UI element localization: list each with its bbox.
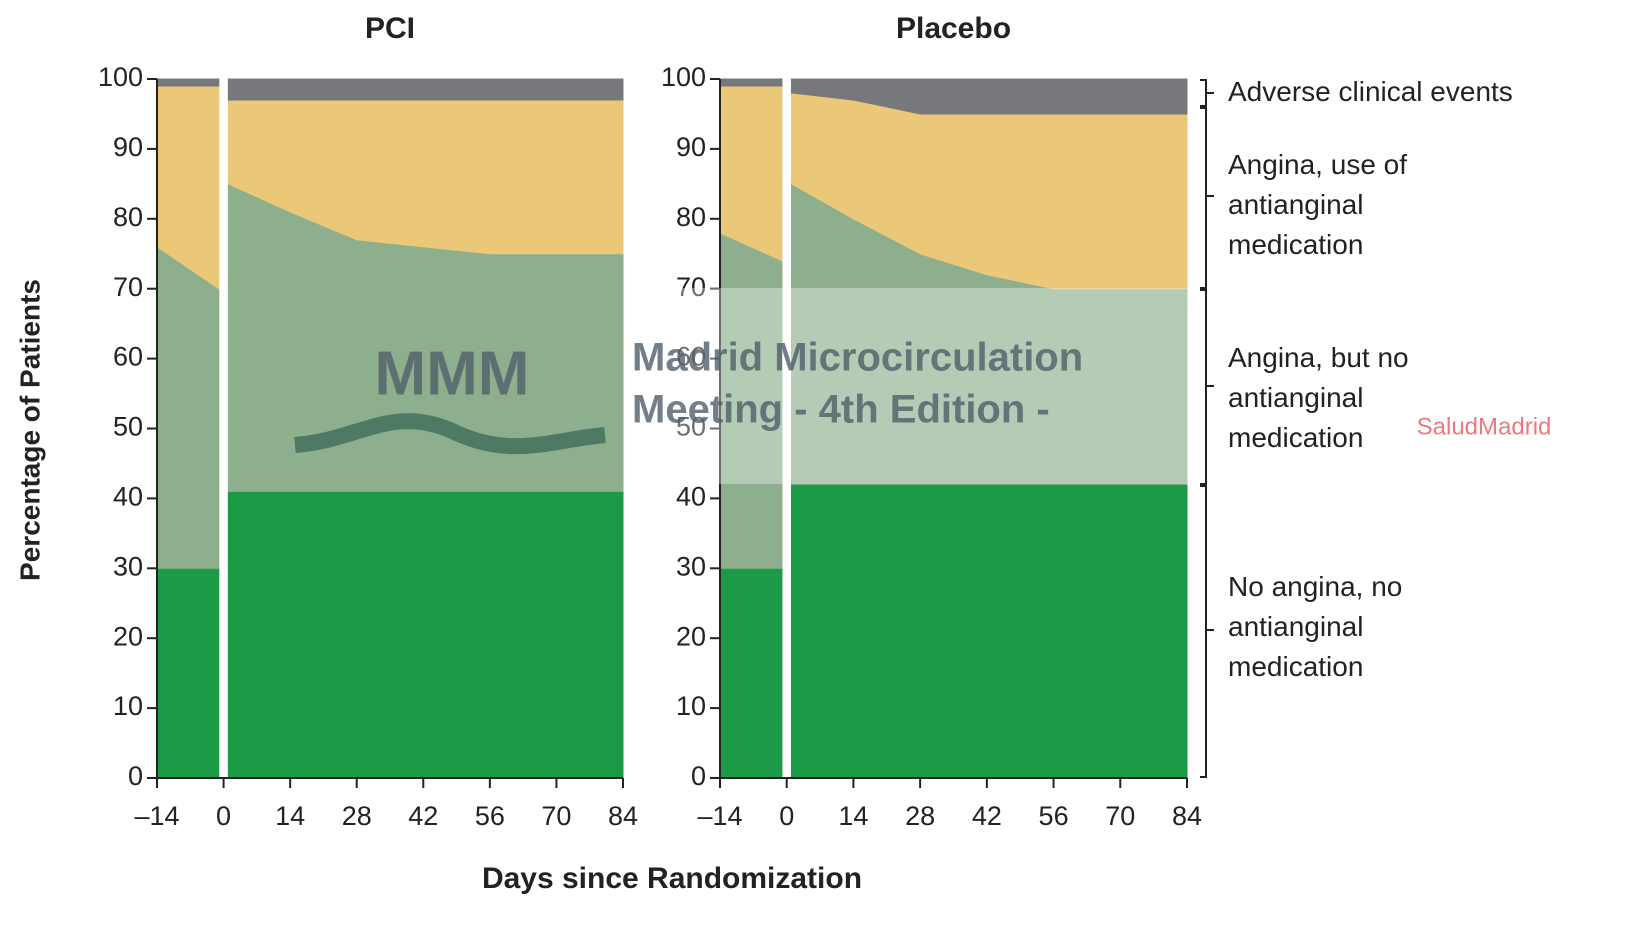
y-tick-label: 100 [661,62,706,92]
x-tick-label: 70 [541,801,571,831]
watermark: SaludMadrid [1417,413,1552,440]
y-tick-label: 0 [128,761,143,791]
x-tick-label: 84 [608,801,638,831]
x-tick-label: 14 [275,801,305,831]
y-tick-label: 30 [113,551,143,581]
area [156,78,624,101]
y-tick-label: 60 [113,342,143,372]
x-tick-label: 84 [1172,801,1202,831]
bracket [1200,289,1214,485]
y-tick-label: 80 [113,202,143,232]
watermark: MMM [375,339,530,408]
area [719,483,1188,779]
legend-entry: No angina, no antianginal medication [1228,571,1403,682]
y-tick-label: 20 [113,621,143,651]
y-tick-label: 10 [113,691,143,721]
watermark: Meeting - 4th Edition - [632,388,1050,432]
y-tick-label: 90 [676,132,706,162]
y-tick-label: 80 [676,202,706,232]
y-tick-label: 40 [113,482,143,512]
bracket [1200,79,1214,107]
x-tick-label: 28 [905,801,935,831]
watermark: Madrid Microcirculation [632,336,1083,380]
x-tick-label: 56 [475,801,505,831]
y-tick-label: 0 [691,761,706,791]
watermark-wave [294,413,606,455]
area [719,85,1188,290]
panel-title: Placebo [896,12,1011,45]
area [719,78,1188,115]
x-tick-label: –14 [134,801,179,831]
legend-entry: Adverse clinical events [1228,76,1513,107]
y-tick-label: 100 [98,62,143,92]
x-tick-label: 28 [342,801,372,831]
y-tick-label: 30 [676,551,706,581]
x-tick-label: 0 [216,801,231,831]
y-tick-label: 70 [113,272,143,302]
y-tick-label: 70 [676,272,706,302]
x-tick-label: 42 [408,801,438,831]
bracket [1200,485,1214,778]
y-tick-label: 20 [676,621,706,651]
x-axis-title: Days since Randomization [482,862,862,895]
y-tick-label: 50 [113,412,143,442]
x-tick-label: 70 [1105,801,1135,831]
x-tick-label: 14 [838,801,868,831]
x-tick-label: 42 [972,801,1002,831]
legend-entry: Angina, use of antianginal medication [1228,149,1408,260]
watermark-band [625,288,1200,484]
x-tick-label: –14 [697,801,742,831]
area [156,490,624,779]
y-tick-label: 40 [676,482,706,512]
y-tick-label: 10 [676,691,706,721]
panel-title: PCI [365,12,415,45]
y-tick-label: 60 [676,342,706,372]
y-tick-label: 50 [676,412,706,442]
y-tick-label: 90 [113,132,143,162]
x-tick-label: 0 [779,801,794,831]
legend-brackets [1200,79,1214,778]
y-axis-title: Percentage of Patients [14,279,45,581]
x-tick-label: 56 [1039,801,1069,831]
legend-entry: Angina, but no antianginal medication [1228,342,1409,453]
bracket [1200,107,1214,289]
